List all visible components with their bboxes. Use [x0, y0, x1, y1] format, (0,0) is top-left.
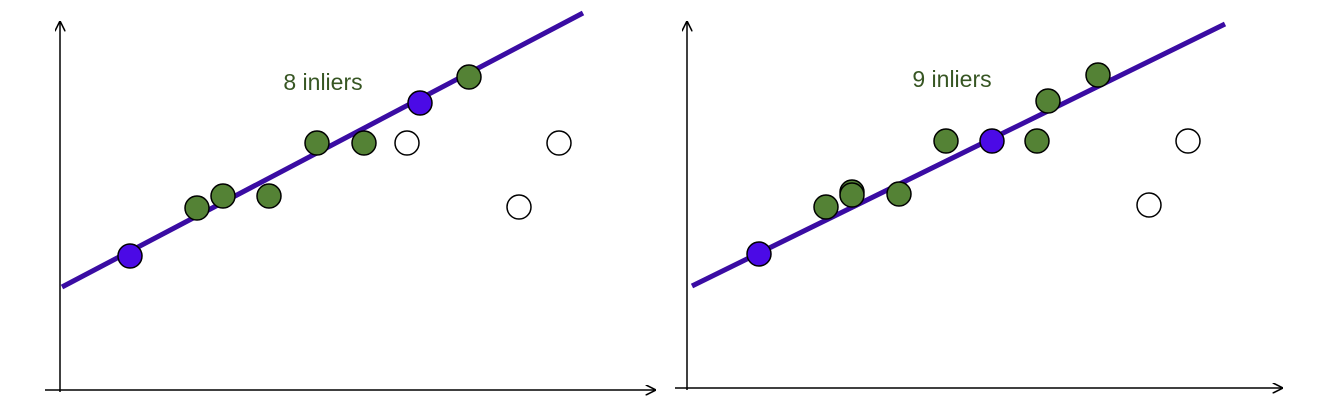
outlier-point [546, 130, 572, 156]
inlier-point [351, 130, 377, 156]
inlier-point [839, 182, 865, 208]
inlier-point [1085, 62, 1111, 88]
outlier-point [1175, 128, 1201, 154]
inlier-point [210, 183, 236, 209]
inlier-point [1035, 88, 1061, 114]
outlier-point [394, 130, 420, 156]
sample-point [979, 128, 1005, 154]
fit-line [690, 21, 1227, 289]
inlier-point [184, 195, 210, 221]
left-panel: 8 inliers [45, 10, 655, 392]
right-panel: 9 inliers [675, 22, 1282, 390]
sample-point [746, 241, 772, 267]
inlier-point [886, 181, 912, 207]
inlier-count: 9 inliers [912, 66, 991, 92]
inlier-count: 8 inliers [283, 69, 362, 95]
inlier-point [813, 194, 839, 220]
inlier-point [933, 128, 959, 154]
sample-point [407, 90, 433, 116]
outlier-point [1136, 192, 1162, 218]
inlier-point [256, 183, 282, 209]
inlier-point [1024, 128, 1050, 154]
outlier-point [506, 194, 532, 220]
inlier-point [304, 130, 330, 156]
inlier-point [456, 64, 482, 90]
sample-point [117, 243, 143, 269]
